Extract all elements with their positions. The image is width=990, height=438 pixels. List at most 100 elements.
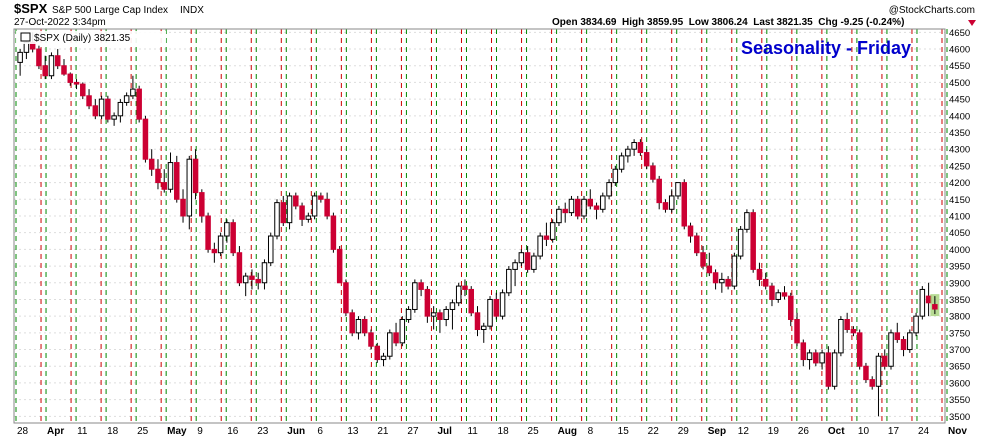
candle-body [637, 142, 644, 154]
x-tick-label: 6 [317, 426, 323, 437]
chart-title: Seasonality - Friday [741, 38, 911, 58]
candle-body [374, 345, 381, 361]
candle-body [224, 222, 230, 237]
candle-body [36, 48, 42, 67]
x-tick-label: 23 [257, 426, 269, 437]
candle-body [900, 339, 907, 351]
x-tick-label: 19 [768, 426, 780, 437]
candle-body [368, 332, 374, 347]
x-tick-label: 21 [377, 426, 389, 437]
candle-body [744, 212, 750, 230]
candle-body [199, 192, 205, 217]
candle-body [418, 282, 424, 290]
x-tick-label: 17 [888, 426, 900, 437]
x-tick-label: 18 [498, 426, 510, 437]
candle-body [261, 262, 268, 284]
y-tick-label: 3700 [949, 345, 970, 356]
x-tick-label: 12 [738, 426, 750, 437]
candle-body [813, 352, 819, 364]
candle-body [361, 318, 368, 334]
candle-body [230, 222, 236, 254]
candle-body [856, 332, 863, 367]
candle-body [387, 332, 393, 357]
candle-body [161, 182, 167, 190]
candle-body [518, 252, 525, 264]
legend-swatch-icon [20, 32, 31, 42]
y-tick-label: 4000 [949, 245, 970, 256]
candle-body [932, 304, 938, 310]
candle-body [606, 182, 612, 197]
candle-body [487, 298, 493, 327]
candle-body [380, 355, 387, 361]
candle-body [869, 379, 875, 387]
x-tick-label: 16 [227, 426, 239, 437]
candle-body [430, 312, 437, 317]
y-tick-label: 4200 [949, 178, 970, 189]
candle-body [111, 115, 117, 120]
candle-body [762, 278, 769, 287]
candle-body [130, 88, 136, 97]
candle-body [668, 195, 675, 210]
datetime-label: 27-Oct-2022 3:34pm [14, 17, 106, 28]
candle-body [806, 352, 813, 361]
x-tick-label: Jul [437, 426, 452, 437]
y-tick-label: 4550 [949, 61, 970, 72]
x-tick-label: Jun [287, 426, 305, 437]
candle-body [568, 198, 575, 214]
candle-body [67, 73, 74, 83]
candle-body [894, 332, 901, 341]
x-tick-label: 8 [588, 426, 594, 437]
candle-body [593, 205, 600, 210]
y-tick-label: 3850 [949, 295, 970, 306]
candle-body [643, 152, 650, 167]
candle-body [474, 312, 481, 331]
x-tick-label: 9 [197, 426, 203, 437]
candle-body [449, 302, 456, 310]
candle-body [186, 158, 193, 217]
x-tick-label: 25 [137, 426, 149, 437]
candle-body [562, 208, 568, 214]
candle-body [330, 215, 337, 250]
candle-body [123, 95, 130, 103]
candle-body [174, 162, 180, 200]
candle-body [499, 292, 506, 317]
candle-body [481, 325, 487, 331]
candle-body [769, 285, 775, 300]
watermark-label: @StockCharts.com [889, 5, 975, 16]
candle-body [587, 198, 594, 207]
x-tick-label: May [167, 426, 187, 437]
candle-body [687, 225, 694, 237]
candle-body [98, 98, 105, 117]
candle-body [61, 65, 67, 75]
candle-body [618, 155, 625, 170]
candle-body [838, 318, 844, 354]
x-tick-label: Oct [828, 426, 845, 437]
candle-body [700, 252, 706, 267]
candle-body [217, 235, 224, 254]
x-tick-label: 29 [678, 426, 690, 437]
exchange-label: INDX [180, 5, 204, 16]
candle-body [343, 282, 349, 314]
x-tick-label: Apr [47, 426, 64, 437]
y-tick-label: 4150 [949, 195, 970, 206]
candle-body [706, 265, 713, 274]
candle-body [694, 235, 700, 254]
candle-body [205, 215, 211, 250]
x-tick-label: 24 [918, 426, 930, 437]
candle-body [681, 182, 688, 227]
candle-body [875, 355, 882, 387]
candle-body [443, 308, 449, 320]
candle-body [405, 308, 412, 320]
candle-body [512, 262, 518, 270]
candle-body [543, 235, 550, 240]
candle-body [531, 255, 537, 270]
candle-body [54, 55, 61, 67]
x-tick-label: 26 [798, 426, 810, 437]
x-tick-label: 11 [467, 426, 478, 437]
candle-body [800, 342, 807, 361]
candle-body [80, 83, 86, 97]
y-tick-label: 4300 [949, 145, 970, 156]
x-tick-label: 22 [648, 426, 660, 437]
candle-body [311, 195, 318, 217]
candle-body [919, 288, 926, 317]
